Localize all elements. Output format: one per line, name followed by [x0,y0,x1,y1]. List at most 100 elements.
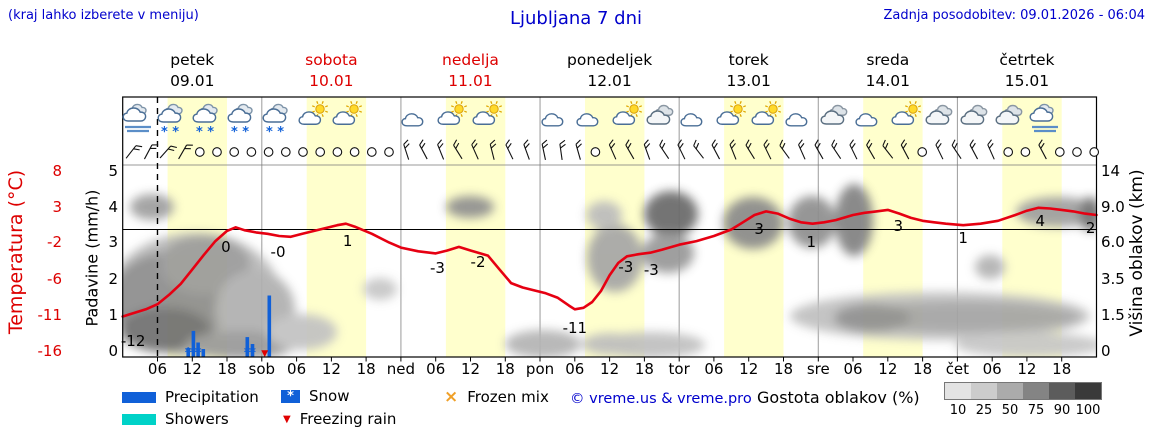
wind-barb-icon [677,139,686,160]
wind-barb-icon [159,145,177,159]
wind-barb-icon [882,139,894,159]
wind-calm-icon [332,147,343,157]
weather-icon-moon [1063,99,1097,139]
wind-barb-icon [849,139,858,160]
precip-axis-tick: 0 [108,342,118,360]
wind-calm-icon [1089,147,1100,157]
cloud-blob [834,304,910,332]
density-cell [1049,383,1075,399]
density-value: 50 [1001,403,1019,418]
day-date: 13.01 [726,72,771,90]
weather-icon-fog-cloud [121,99,155,139]
wind-barb-icon [729,139,737,160]
weather-icon-sun-cloud [330,99,364,139]
weather-icon-moon-cloud [575,99,609,139]
cloud-blob [586,201,622,229]
x-axis-label: 18 [773,360,794,378]
temp-value-label: 3 [893,217,904,235]
temp-value-label: 2 [1085,219,1096,237]
svg-text:* *: * * [266,125,284,139]
snow-marker: * [190,346,197,361]
wind-barb-icon [866,139,876,160]
precip-bar [245,337,250,357]
cloud-blob [955,333,1097,357]
density-cell [1023,383,1049,399]
precip-axis-tick: 4 [108,198,118,216]
wind-barb-icon [471,139,479,160]
x-axis-label: 12 [460,360,481,378]
cloud-density-scale: 10 25 50 75 90 100 [944,382,1102,418]
density-value: 75 [1027,403,1045,418]
wind-barb-icon [489,139,497,160]
cloud-blob [835,184,873,256]
freezing-rain-marker: ▼ [261,349,268,359]
day-name: torek [728,51,769,69]
wind-barb-icon [643,139,651,160]
wind-calm-icon [315,147,326,157]
temp-axis-tick: -6 [47,270,62,288]
day-date: 11.01 [448,72,493,90]
wind-barb-icon [178,144,193,160]
cloud-axis-tick: 14 [1101,162,1121,180]
snow-marker: * [244,346,251,361]
day-name: sobota [305,51,358,69]
wind-calm-icon [590,147,601,157]
day-date: 09.01 [170,72,215,90]
cloud-blob [185,331,295,357]
x-axis-label: tor [668,360,690,378]
x-axis-label: 18 [1052,360,1072,378]
wind-barb-icon [505,139,514,160]
cloud-blob [446,196,494,218]
day-name: sreda [866,51,910,69]
temp-axis-tick: 8 [52,162,62,180]
precip-bar [267,295,272,357]
precip-axis-tick: 3 [108,233,118,251]
temp-value-label: 3 [754,220,764,238]
day-name: nedelja [442,51,499,69]
cloud-blob [788,196,836,248]
wind-barb-icon [779,139,790,159]
temp-axis-tick: -2 [47,233,62,251]
weather-icon-snow-cloud: * * [261,99,295,139]
day-date: 10.01 [309,72,354,90]
weather-icon-cloud [959,99,993,139]
day-name: četrtek [999,51,1055,69]
copyright-link[interactable]: © vreme.us & vreme.pro [570,391,752,407]
page-title: Ljubljana 7 dni [509,8,643,29]
cloud-axis-tick: 0 [1101,342,1111,360]
snow-label: Snow [309,387,350,405]
x-axis-label: 12 [739,360,759,378]
temp-value-label: 0 [221,238,231,256]
day-date: 15.01 [1004,72,1050,90]
weather-icon-sun-cloud [749,99,783,139]
wind-barb-icon [951,139,962,159]
freezing-rain-label: Freezing rain [299,410,397,428]
cloud-blob [363,278,397,300]
wind-barb-icon [625,139,635,160]
weather-icon-sun-cloud [610,99,644,139]
frozen-mix-label: Frozen mix [467,388,549,406]
temp-value-label: -2 [470,253,486,271]
svg-text:* *: * * [161,125,179,139]
precip-bar [196,342,200,357]
wind-barb-icon [987,139,995,160]
temperature-line [121,206,1098,318]
wind-barb-icon [1038,139,1047,160]
x-axis-label: 12 [321,360,341,378]
wind-barb-icon [575,139,582,160]
wind-calm-icon [229,147,240,157]
x-axis-label: 18 [634,360,654,378]
temp-value-label: 1 [342,232,353,250]
snow-marker: * [249,346,256,361]
temp-axis-tick: 3 [52,198,62,216]
cloud-blob [644,191,698,237]
weather-icon-moon [505,99,539,139]
temp-value-label: -3 [643,261,659,279]
wind-barb-icon [608,139,617,160]
cloud-blob [130,194,174,220]
x-axis-label: 18 [356,360,376,378]
weather-icon-snow-cloud: * * [226,99,260,139]
weather-icon-moon-cloud [854,99,888,139]
weather-icon-sun-cloud [435,99,469,139]
